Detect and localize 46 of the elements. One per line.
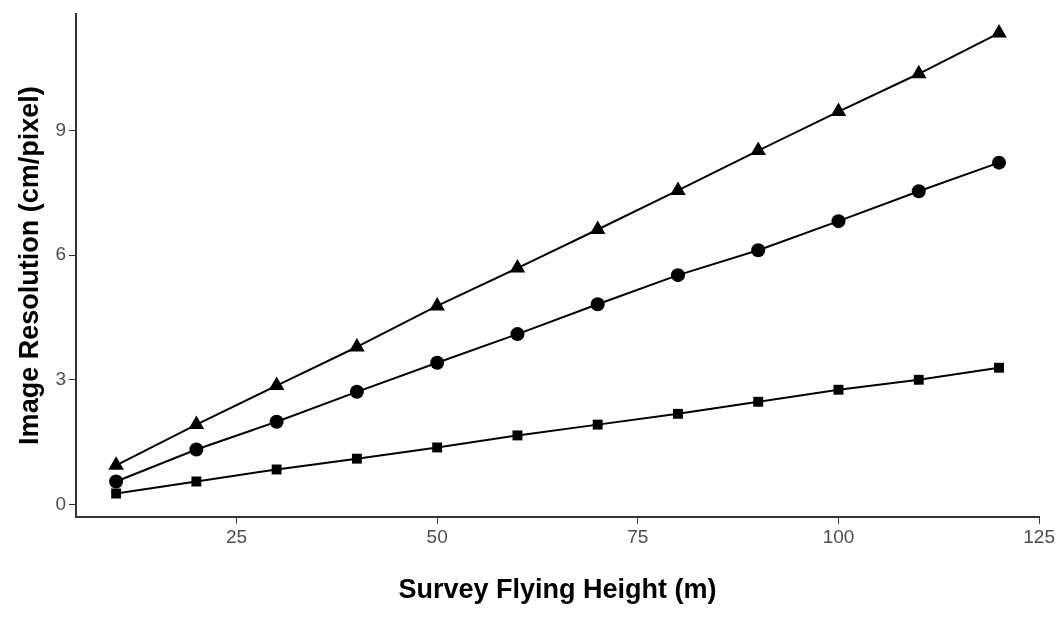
point	[432, 442, 443, 453]
point	[913, 374, 924, 385]
point	[188, 415, 205, 430]
y-tick-label: 0	[55, 492, 66, 514]
point	[268, 376, 285, 391]
point	[510, 327, 525, 342]
x-tick-label: 50	[426, 526, 448, 548]
point	[111, 488, 122, 499]
point	[991, 24, 1007, 38]
point	[349, 337, 365, 352]
point	[673, 408, 683, 419]
point	[269, 414, 284, 429]
point	[191, 476, 202, 487]
point	[509, 259, 526, 273]
point	[430, 355, 445, 370]
point	[351, 453, 362, 464]
point	[512, 430, 523, 441]
point	[670, 181, 686, 195]
x-tick-label: 25	[225, 526, 248, 548]
y-axis-title: Image Resolution (cm/pixel)	[13, 86, 44, 445]
y-tick-label: 6	[55, 243, 66, 265]
x-axis-title: Survey Flying Height (m)	[398, 574, 717, 605]
point	[911, 184, 926, 199]
point	[831, 214, 846, 229]
x-tick-label: 100	[822, 526, 855, 548]
point	[349, 384, 364, 399]
point	[992, 155, 1007, 170]
point	[590, 297, 605, 312]
point	[833, 384, 844, 395]
point	[670, 268, 685, 283]
point	[994, 362, 1004, 373]
point	[189, 442, 204, 457]
point	[429, 296, 445, 311]
x-tick-label: 75	[627, 526, 649, 548]
point	[910, 64, 927, 79]
point	[592, 419, 603, 430]
y-tick-label: 9	[55, 118, 66, 140]
point	[271, 464, 282, 475]
point	[109, 474, 124, 489]
point	[830, 102, 847, 117]
point	[751, 243, 766, 258]
point	[750, 141, 767, 156]
y-tick-label: 3	[55, 368, 66, 390]
x-tick-label: 125	[1023, 526, 1055, 548]
point	[589, 220, 606, 234]
point	[753, 396, 764, 407]
